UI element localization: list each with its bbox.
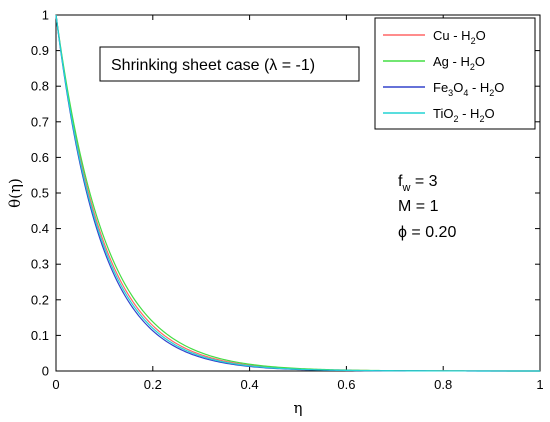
legend-border [374, 17, 536, 130]
legend-label-part: 3 [448, 88, 453, 98]
x-axis-label: η [294, 399, 303, 417]
legend-label-part: Ag - H [433, 54, 470, 69]
y-tick-label: 0.4 [31, 221, 49, 236]
legend-label-part: Fe [433, 80, 448, 95]
y-tick-label: 0.1 [31, 328, 49, 343]
legend-label-part: - H [458, 106, 479, 121]
y-tick-label: 0.5 [31, 186, 49, 201]
y-tick-label: 0.8 [31, 79, 49, 94]
y-tick-label: 0.6 [31, 150, 49, 165]
y-tick-label: 0.9 [31, 43, 49, 58]
annotation-box: Shrinking sheet case (λ = -1) [99, 46, 360, 82]
y-tick-label: 1 [42, 8, 49, 23]
series-layer [55, 14, 540, 372]
legend-label-part: O [453, 80, 463, 95]
param-phi: ϕ = 0.20 [398, 224, 456, 241]
legend-label-part: 2 [470, 62, 475, 72]
x-tick-label: 0.6 [337, 377, 355, 392]
param-fw-value: = 3 [410, 173, 437, 190]
legend-label-part: Cu - H [433, 28, 471, 43]
legend-label-part: 4 [463, 88, 468, 98]
y-tick-label: 0.7 [31, 114, 49, 129]
legend-entry: Fe3O4 - H2O [383, 80, 504, 98]
legend-label: Cu - H2O [433, 28, 486, 46]
x-tick-label: 0.2 [144, 377, 162, 392]
y-axis-label: θ(η) [6, 178, 24, 208]
legend-label: Ag - H2O [433, 54, 485, 72]
ticks-layer: 0 0.2 0.4 0.6 0.8 1 0 0.1 0.2 0.3 0.4 0.5 0.6 0.7 0.8 0… [31, 8, 544, 393]
legend-label-part: O [475, 54, 485, 69]
y-tick-label: 0.3 [31, 257, 49, 272]
x-tick-label: 0 [52, 377, 59, 392]
legend-label-part: 2 [453, 114, 458, 124]
param-fw: fw = 3 [398, 173, 438, 194]
y-tick-label: 0.2 [31, 292, 49, 307]
legend-entry: TiO2 - H2O [383, 106, 495, 124]
legend-label-part: O [484, 106, 494, 121]
annotation-border [99, 46, 360, 82]
param-fw-sub: w [401, 182, 410, 194]
legend-label-part: TiO [433, 106, 453, 121]
param-fw-symbol: f [398, 173, 403, 190]
legend-label-part: O [494, 80, 504, 95]
legend-label: TiO2 - H2O [433, 106, 495, 124]
legend-label-part: 2 [479, 114, 484, 124]
x-tick-label: 0.4 [241, 377, 259, 392]
series-line-3 [55, 14, 540, 372]
legend-label-part: O [476, 28, 486, 43]
x-tick-label: 1 [536, 377, 543, 392]
annotation-text: Shrinking sheet case (λ = -1) [111, 57, 315, 74]
parameters-box: fw = 3 M = 1 ϕ = 0.20 [398, 173, 456, 241]
legend-label-part: - H [468, 80, 489, 95]
legend-label-part: 2 [489, 88, 494, 98]
param-m: M = 1 [398, 198, 439, 215]
x-tick-label: 0.8 [434, 377, 452, 392]
y-tick-label: 0 [42, 364, 49, 379]
legend-entry: Cu - H2O [383, 28, 486, 46]
legend-label-part: 2 [471, 36, 476, 46]
legend-label: Fe3O4 - H2O [433, 80, 504, 98]
legend-entry: Ag - H2O [383, 54, 485, 72]
